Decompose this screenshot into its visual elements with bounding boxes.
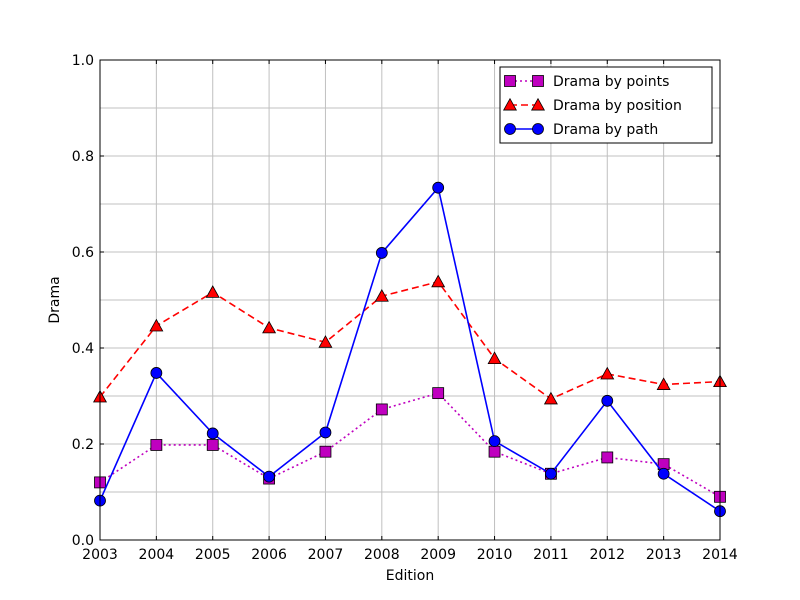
data-point — [601, 394, 614, 407]
legend-marker — [502, 97, 518, 111]
legend-marker — [504, 123, 516, 135]
data-point — [601, 451, 614, 464]
data-point — [262, 320, 277, 334]
data-point — [488, 445, 501, 458]
series-line — [99, 280, 721, 400]
data-point — [543, 391, 558, 405]
legend-marker — [530, 97, 546, 111]
legend-item: Drama by position — [502, 97, 682, 114]
x-tick-label: 2008 — [364, 547, 400, 563]
x-tick-label: 2009 — [420, 547, 456, 563]
plot-frame — [99, 59, 721, 541]
series-drama-by-position — [92, 274, 728, 405]
data-point — [205, 285, 220, 298]
data-point — [150, 439, 163, 451]
data-point — [431, 274, 446, 288]
data-point — [206, 427, 219, 440]
data-point — [150, 367, 163, 379]
x-tick-label: 2014 — [702, 547, 738, 563]
data-point — [432, 387, 445, 400]
data-point — [319, 445, 332, 458]
data-point — [600, 366, 615, 380]
data-point — [319, 426, 332, 439]
x-tick-label: 2013 — [646, 547, 682, 563]
data-point — [206, 439, 219, 451]
series-layer — [92, 181, 728, 518]
x-tick-label: 2012 — [589, 547, 625, 563]
data-point — [375, 403, 388, 416]
data-point — [318, 335, 333, 348]
legend-label: Drama by path — [553, 122, 658, 138]
data-point — [263, 470, 275, 483]
data-point — [149, 318, 164, 332]
data-point — [375, 247, 388, 259]
data-point — [545, 467, 557, 480]
x-axis-label: Edition — [386, 568, 434, 584]
x-tick-label: 2005 — [195, 547, 231, 563]
y-tick-label: 0.4 — [72, 341, 94, 357]
x-tick-label: 2010 — [477, 547, 513, 563]
data-point — [488, 435, 501, 448]
data-point — [656, 377, 671, 390]
x-tick-label: 2006 — [251, 547, 287, 563]
series-line — [99, 185, 721, 512]
ticks: 2003 2004 2005 2006 2007 2008 2009 2010 2011 2012… — [72, 53, 738, 563]
legend-marker — [504, 75, 516, 87]
legend: Drama by points Drama by position Drama by… — [499, 66, 713, 144]
y-tick-label: 0.2 — [72, 437, 94, 453]
legend-label: Drama by position — [553, 98, 682, 114]
y-axis-label: Drama — [47, 276, 63, 323]
y-tick-label: 0.0 — [72, 533, 94, 549]
legend-label: Drama by points — [553, 74, 669, 90]
legend-item: Drama by points — [504, 74, 669, 90]
y-tick-label: 0.8 — [72, 149, 94, 165]
legend-marker — [532, 75, 544, 87]
legend-marker — [532, 123, 544, 135]
x-tick-label: 2004 — [139, 547, 175, 563]
x-tick-label: 2011 — [533, 547, 569, 563]
data-point — [374, 289, 389, 302]
legend-item: Drama by path — [504, 122, 658, 138]
series-line — [99, 392, 721, 498]
x-tick-label: 2007 — [308, 547, 344, 563]
data-point — [432, 181, 445, 194]
y-tick-label: 0.6 — [72, 245, 94, 261]
data-point — [657, 467, 670, 480]
x-tick-label: 2003 — [82, 547, 118, 563]
y-tick-label: 1.0 — [72, 53, 94, 69]
data-point — [487, 351, 502, 365]
